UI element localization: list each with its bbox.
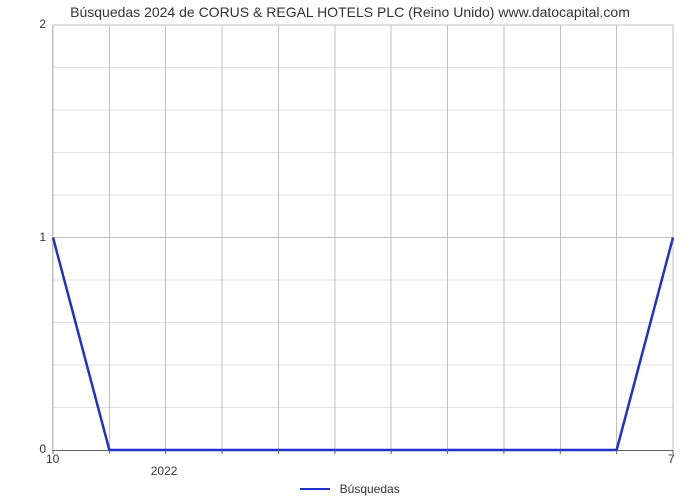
x-secondary-label: 2022 (151, 464, 178, 478)
chart-container: Búsquedas 2024 de CORUS & REGAL HOTELS P… (0, 0, 700, 500)
legend-swatch (300, 488, 330, 490)
plot-area (52, 25, 673, 451)
legend: Búsquedas (0, 481, 700, 496)
y-tick-label: 2 (6, 17, 46, 31)
legend-label: Búsquedas (340, 482, 400, 496)
x-right-label: 7 (668, 452, 675, 466)
chart-title: Búsquedas 2024 de CORUS & REGAL HOTELS P… (0, 4, 700, 20)
plot-svg (53, 25, 673, 450)
x-left-label: 10 (46, 452, 59, 466)
y-tick-label: 0 (6, 442, 46, 456)
y-tick-label: 1 (6, 230, 46, 244)
